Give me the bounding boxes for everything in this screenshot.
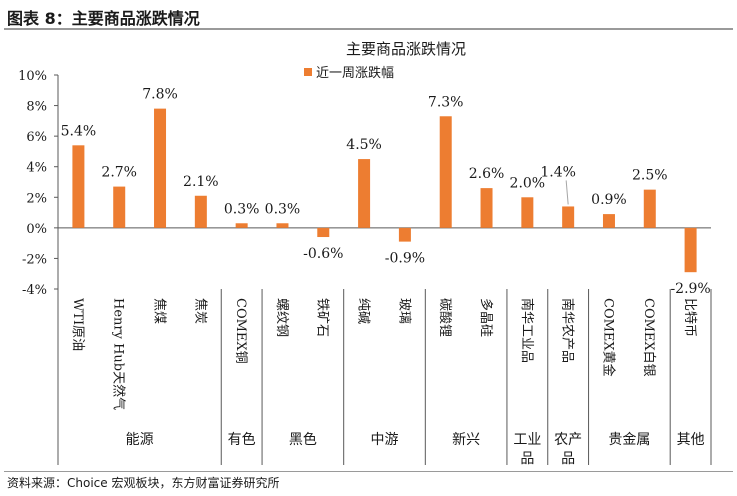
y-tick-label: 10% [18,69,47,84]
bar [562,206,575,228]
bar [521,197,534,228]
bar-value-label: 2.5% [632,168,668,184]
y-tick-label: 8% [26,100,47,115]
legend-swatch [304,68,312,76]
bar-value-label: 2.1% [183,174,219,190]
category-label: 南华工业品 [519,298,535,363]
category-label: 多晶硅 [478,298,494,337]
bar-value-label: 2.7% [101,165,137,181]
bar [235,223,248,228]
group-label: 工业 [513,432,541,448]
group-label: 有色 [228,431,256,448]
bar-value-label: 7.8% [142,87,178,103]
bar-value-label: 0.3% [224,201,260,217]
bar-value-label: 4.5% [346,137,382,153]
bar-value-label: 1.4% [540,164,576,180]
bar [72,145,85,228]
group-label: 黑色 [289,431,317,448]
bar-value-label: 2.6% [469,166,505,182]
y-tick-label: 2% [26,191,47,206]
group-label: 贵金属 [608,432,650,448]
label-leader-line [565,180,569,205]
group-label: 能源 [126,432,154,448]
legend-label: 近一周涨跌幅 [316,65,394,81]
figure-top-rule [4,28,733,30]
category-label: 纯碱 [356,298,371,324]
category-label: 螺纹钢 [274,298,289,337]
bar-value-label: 2.0% [510,175,546,191]
figure-title: 图表 8：主要商品涨跌情况 [7,9,200,28]
bar [154,108,167,228]
y-tick-label: 0% [26,222,47,237]
bar [439,116,452,228]
y-tick-label: -2% [22,252,47,267]
bar-value-label: -0.9% [385,251,425,267]
bar [113,186,126,228]
bar [276,223,289,228]
category-label: COMEX黄金 [600,298,616,377]
bar-value-label: -0.6% [303,246,343,262]
y-tick-label: -4% [22,283,47,298]
group-label-line2: 品 [561,451,575,467]
group-label: 新兴 [452,432,480,448]
chart-title: 主要商品涨跌情况 [346,40,466,58]
figure-bottom-rule [4,471,733,472]
bar [602,214,615,228]
category-label: 焦炭 [192,298,207,324]
bar [684,227,697,273]
bar-value-label: 0.9% [591,192,627,208]
category-label: WTI原油 [70,298,85,351]
category-label: 焦煤 [151,298,166,324]
category-label: 碳酸锂 [437,298,452,337]
bar [480,188,493,228]
group-label: 中游 [371,432,399,448]
source-note: 资料来源：Choice 宏观板块，东方财富证券研究所 [7,476,280,490]
group-label: 其他 [677,432,705,448]
bar [317,227,330,238]
y-tick-label: 6% [26,130,47,145]
bar [194,195,207,228]
category-label: COMEX白银 [641,298,657,377]
bar [643,189,656,228]
category-label: 铁矿石 [315,298,330,337]
group-label-line2: 品 [520,451,534,467]
category-label: 南华农产品 [560,298,576,363]
category-label: COMEX铜 [233,298,248,364]
bar-value-label: 5.4% [61,123,97,139]
category-label: 比特币 [682,298,697,337]
category-label: 玻璃 [396,298,411,324]
bar-value-label: -2.9% [670,281,710,297]
bar-value-label: 0.3% [265,201,301,217]
category-label: Henry Hub天然气 [111,298,127,410]
group-label: 农产 [554,432,582,448]
bar [398,227,411,242]
bar-value-label: 7.3% [428,94,464,110]
bar [358,159,371,228]
y-tick-label: 4% [26,161,47,176]
